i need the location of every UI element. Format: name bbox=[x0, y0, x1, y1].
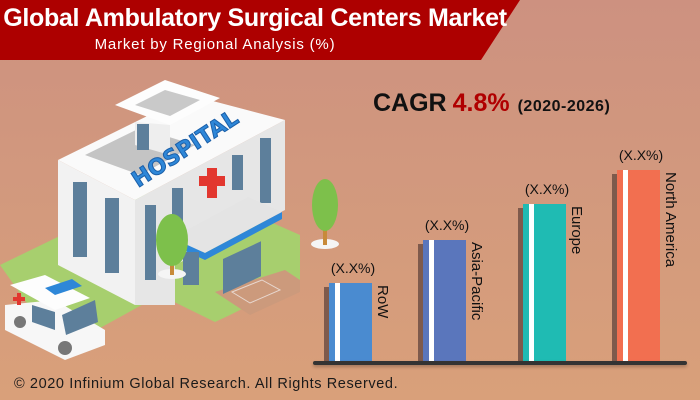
hospital-illustration: HOSPITAL bbox=[0, 80, 300, 360]
cagr-annotation: CAGR 4.8% (2020-2026) bbox=[373, 89, 610, 118]
page-title: Global Ambulatory Surgical Centers Marke… bbox=[3, 4, 507, 32]
copyright-footer: © 2020 Infinium Global Research. All Rig… bbox=[14, 376, 399, 392]
bar-category-label: North America bbox=[662, 172, 679, 268]
red-cross-icon bbox=[199, 168, 225, 198]
cagr-label: CAGR bbox=[373, 89, 447, 117]
bar-europe: (X.X%) Europe bbox=[518, 181, 585, 362]
tree-icon bbox=[156, 214, 188, 266]
bar-value-label: (X.X%) bbox=[524, 181, 570, 197]
bar-category-label: Europe bbox=[568, 206, 585, 255]
bar-north-america: (X.X%) North America bbox=[612, 147, 679, 362]
bar-category-label: RoW bbox=[374, 285, 391, 319]
bar-category-label: Asia-Pacific bbox=[468, 242, 485, 321]
bar-value-label: (X.X%) bbox=[424, 217, 470, 233]
chart-baseline bbox=[313, 361, 687, 365]
bar-value-label: (X.X%) bbox=[618, 147, 664, 163]
bar-value-label: (X.X%) bbox=[330, 260, 376, 276]
page-subtitle: Market by Regional Analysis (%) bbox=[94, 36, 336, 53]
bar-asia-pacific: (X.X%) Asia-Pacific bbox=[418, 217, 485, 362]
tree-icon bbox=[311, 179, 339, 249]
cagr-value: 4.8% bbox=[452, 89, 510, 117]
cagr-period: (2020-2026) bbox=[517, 98, 611, 115]
title-banner bbox=[0, 0, 520, 60]
ambulance-icon bbox=[5, 275, 105, 360]
bar-row: (X.X%) RoW bbox=[324, 260, 391, 362]
